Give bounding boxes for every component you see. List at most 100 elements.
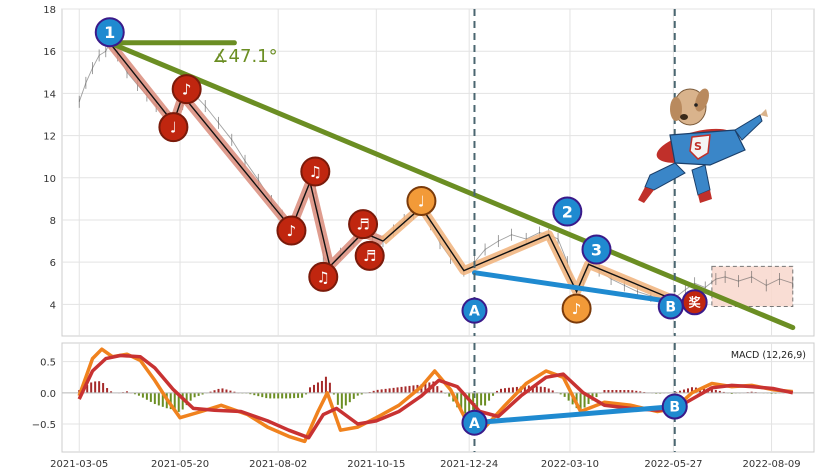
macd-histogram-bar [563, 392, 566, 397]
award-badge-label: 奖 [689, 295, 702, 310]
macd-ab-marker-circle [461, 409, 488, 436]
note-marker-label: ♫ [309, 163, 322, 181]
note-marker-label: ♩ [170, 119, 177, 137]
macd-histogram-bar [336, 392, 339, 405]
macd-histogram-bar [523, 385, 526, 393]
note-marker-circle [300, 156, 331, 187]
macd-histogram-bar [360, 392, 363, 395]
macd-histogram-bar [714, 389, 717, 393]
note-marker-circle [354, 240, 385, 271]
macd-histogram-bar [460, 392, 463, 411]
note-marker-label: ♪ [182, 81, 192, 99]
macd-histogram-bar [301, 392, 304, 398]
pivot-marker-label: 1 [104, 23, 115, 42]
macd-histogram-bar [690, 387, 693, 393]
macd-histogram-bar [631, 390, 634, 393]
macd-histogram-bar [348, 392, 351, 403]
note-marker-label: ♪ [287, 222, 297, 240]
macd-histogram-bar [352, 392, 355, 399]
note-marker-label: ♪ [572, 300, 582, 318]
macd-histogram-bar [157, 392, 160, 406]
macd-histogram-bar [388, 388, 391, 393]
macd-histogram-bar [488, 392, 491, 401]
price-y-tick-label: 4 [50, 300, 56, 311]
macd-histogram-bar [619, 390, 622, 393]
macd-histogram-bar [496, 390, 499, 393]
macd-histogram-bar [583, 392, 586, 408]
macd-histogram-bar [201, 392, 204, 395]
macd-histogram-bar [149, 392, 152, 402]
macd-histogram-bar [730, 392, 733, 394]
macd-histogram-bar [110, 391, 113, 393]
macd-histogram-bar [683, 389, 686, 393]
macd-histogram-bar [603, 390, 606, 393]
pivot-marker-circle [94, 17, 125, 48]
macd-histogram-bar [384, 388, 387, 393]
macd-histogram-bar [153, 392, 156, 405]
macd-histogram-bar [472, 392, 475, 410]
macd-histogram-bar [412, 385, 415, 393]
note-marker-circle [171, 74, 202, 105]
price-y-tick-label: 14 [43, 89, 56, 100]
macd-histogram-bar [424, 383, 427, 393]
note-marker-label: ♬ [356, 216, 369, 234]
macd-histogram-bar [94, 381, 97, 393]
macd-histogram-bar [133, 392, 136, 395]
macd-histogram-bar [90, 382, 93, 393]
macd-histogram-bar [468, 392, 471, 413]
macd-histogram-bar [285, 392, 288, 399]
ab-marker-label: B [665, 300, 676, 316]
x-tick-label: 2021-05-20 [151, 459, 209, 470]
macd-histogram-bar [233, 391, 236, 393]
macd-histogram-bar [185, 392, 188, 406]
macd-histogram-bar [332, 392, 335, 395]
macd-histogram-bar [499, 388, 502, 393]
macd-histogram-bar [615, 390, 618, 393]
macd-histogram-bar [316, 382, 319, 393]
macd-histogram-bar [305, 392, 308, 395]
macd-histogram-bar [213, 390, 216, 393]
x-tick-label: 2021-08-02 [249, 459, 307, 470]
pivot-marker-label: 2 [562, 202, 573, 221]
macd-y-tick-label: 0.5 [40, 358, 56, 369]
macd-histogram-bar [436, 386, 439, 393]
macd-histogram-bar [627, 390, 630, 393]
macd-histogram-bar [408, 385, 411, 393]
macd-legend: MACD (12,26,9) [731, 350, 806, 361]
macd-histogram-bar [312, 384, 315, 393]
macd-histogram-bar [137, 392, 140, 396]
macd-histogram-bar [579, 392, 582, 412]
note-marker-label: ♩ [418, 192, 425, 210]
macd-histogram-bar [320, 380, 323, 393]
macd-histogram-bar [106, 388, 109, 393]
macd-histogram-bar [193, 392, 196, 398]
macd-histogram-bar [440, 390, 443, 393]
price-y-tick-label: 6 [50, 258, 56, 269]
macd-ab-marker-circle [661, 393, 688, 420]
macd-histogram-bar [559, 392, 562, 395]
macd-histogram-bar [277, 392, 280, 399]
macd-histogram-bar [539, 386, 542, 393]
macd-histogram-bar [86, 384, 89, 393]
macd-ab-marker-label: A [469, 416, 480, 432]
macd-histogram-bar [257, 392, 260, 397]
x-tick-label: 2022-03-10 [541, 459, 599, 470]
x-tick-label: 2022-05-27 [644, 459, 702, 470]
macd-histogram-bar [173, 392, 176, 411]
macd-y-tick-label: −0.5 [32, 420, 56, 431]
macd-histogram-bar [480, 392, 483, 406]
macd-histogram-bar [328, 382, 331, 393]
macd-histogram-bar [197, 392, 200, 396]
macd-histogram-bar [169, 392, 172, 410]
macd-histogram-bar [269, 392, 272, 399]
macd-histogram-bar [595, 392, 598, 398]
macd-histogram-bar [356, 392, 359, 396]
note-marker-circle [406, 185, 437, 216]
x-tick-label: 2021-12-24 [440, 459, 498, 470]
superhero-dog-illustration: S [638, 88, 768, 203]
macd-histogram-bar [229, 390, 232, 393]
macd-histogram-bar [273, 392, 276, 399]
macd-histogram-bar [511, 387, 514, 393]
macd-histogram-bar [531, 385, 534, 393]
